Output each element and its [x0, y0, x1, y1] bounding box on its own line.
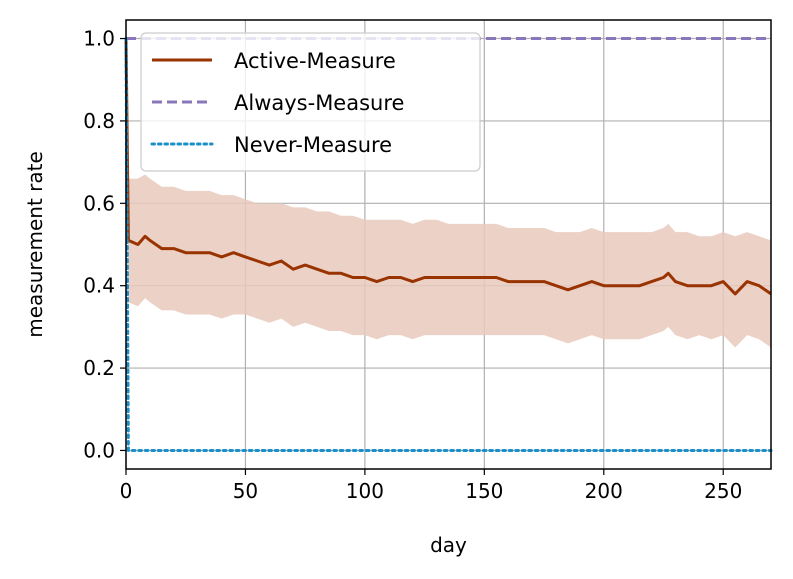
series-line-never-measure	[124, 37, 773, 452]
x-axis-ticks: 0 50 100 150 200 250	[120, 469, 742, 503]
legend-label-active-measure: Active-Measure	[234, 49, 396, 73]
series-line-active-measure	[124, 38, 772, 296]
plot-frame	[125, 19, 772, 470]
y-axis-ticks: 0.0 0.2 0.4 0.6 0.8 1.0	[83, 27, 126, 462]
x-axis-label: day	[430, 533, 467, 557]
confidence-bands	[126, 38, 771, 348]
y-tick-label: 1.0	[83, 27, 115, 51]
y-tick-label: 0.6	[83, 191, 115, 215]
confidence-band	[126, 38, 771, 348]
x-tick-label: 0	[120, 479, 133, 503]
x-tick-label: 150	[465, 479, 503, 503]
y-tick-label: 0.0	[83, 438, 115, 462]
y-axis-label: measurement rate	[23, 151, 47, 338]
x-tick-label: 100	[346, 479, 384, 503]
legend: Active-Measure Always-Measure Never-Measur…	[140, 32, 481, 172]
y-tick-label: 0.4	[83, 274, 115, 298]
legend-label-never-measure: Never-Measure	[234, 133, 392, 157]
x-tick-label: 250	[704, 479, 742, 503]
y-tick-label: 0.2	[83, 356, 115, 380]
legend-label-always-measure: Always-Measure	[234, 91, 404, 115]
x-tick-label: 50	[233, 479, 258, 503]
legend-box	[140, 32, 481, 172]
x-tick-label: 200	[585, 479, 623, 503]
y-tick-label: 0.8	[83, 109, 115, 133]
